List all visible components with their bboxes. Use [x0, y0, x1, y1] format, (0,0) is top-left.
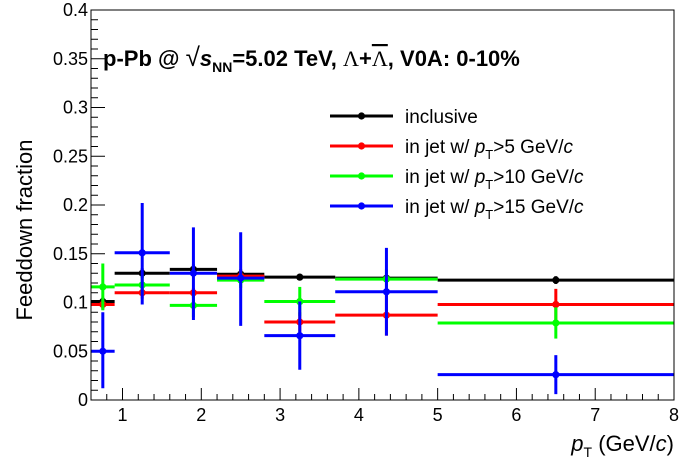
x-axis-title-sub: T: [584, 444, 593, 460]
x-tick-label: 2: [196, 405, 206, 425]
data-point: [114, 203, 170, 305]
legend-entry: in jet w/ pT>15 GeV/c: [330, 197, 584, 222]
tick-labels: 1 2 3 4 5 6 7 8 0 0.05 0.1 0.15 0.2 0.25 0.3 0.35 0.4: [53, 0, 679, 425]
data-point: [169, 227, 218, 321]
title-lambda: Λ: [343, 46, 359, 71]
marker: [189, 269, 198, 277]
x-axis-title-c: c: [656, 431, 667, 456]
legend-entry: inclusive: [330, 107, 478, 128]
legend-label: in jet w/ pT>10 GeV/c: [405, 167, 584, 192]
x-tick-label: 1: [118, 405, 128, 425]
y-tick-label: 0.1: [63, 293, 88, 313]
x-axis-title-p: p: [570, 431, 583, 456]
y-tick-label: 0.3: [63, 98, 88, 118]
marker: [552, 300, 560, 309]
y-tick-label: 0.4: [63, 0, 88, 20]
data-point: [335, 247, 438, 336]
legend-marker: [357, 112, 366, 120]
data-point: [91, 263, 115, 311]
title-prefix: p-Pb @: [103, 46, 186, 71]
marker: [382, 288, 391, 296]
x-tick-label: 8: [669, 405, 679, 425]
y-tick-label: 0.15: [53, 244, 88, 264]
x-tick-label: 6: [511, 405, 521, 425]
series-3: [91, 203, 674, 395]
series-layer: [91, 203, 674, 395]
x-axis-title-close: ): [667, 431, 674, 456]
legend-marker: [357, 172, 366, 180]
marker: [138, 249, 146, 257]
x-tick-label: 3: [275, 405, 285, 425]
title-plus: +: [359, 46, 372, 71]
legend: inclusive in jet w/ pT>5 GeV/c in jet w/ p…: [330, 107, 584, 222]
data-point: [264, 273, 336, 281]
marker: [552, 276, 560, 284]
data-point: [217, 232, 265, 326]
y-tick-label: 0.25: [53, 146, 88, 166]
y-tick-label: 0.35: [53, 49, 88, 69]
x-tick-label: 7: [590, 405, 600, 425]
x-axis-title: pT (GeV/c): [570, 431, 674, 460]
series-2: [91, 263, 674, 339]
x-axis-title-unit: (GeV/: [592, 431, 656, 456]
y-tick-label: 0: [78, 390, 88, 410]
marker: [552, 371, 560, 379]
marker: [296, 332, 304, 340]
plot-frame: [90, 9, 675, 401]
x-tick-label: 5: [433, 405, 443, 425]
legend-label: in jet w/ pT>15 GeV/c: [405, 197, 584, 222]
y-tick-label: 0.05: [53, 341, 88, 361]
legend-entry: in jet w/ pT>5 GeV/c: [330, 137, 573, 162]
legend-label: in jet w/ pT>5 GeV/c: [405, 137, 573, 162]
data-point: [437, 276, 674, 284]
marker: [552, 319, 560, 327]
marker: [99, 347, 107, 355]
title-lambda-bar: Λ: [372, 46, 388, 71]
legend-marker: [357, 202, 366, 210]
title-sqrt: √: [186, 42, 201, 72]
title-energy: =5.02 TeV,: [232, 46, 343, 71]
title-suffix: , V0A: 0-10%: [388, 46, 520, 71]
legend-marker: [357, 142, 366, 150]
data-point: [91, 312, 115, 389]
y-axis-title: Feeddown fraction: [12, 140, 37, 321]
data-point: [264, 301, 336, 370]
legend-entry: in jet w/ pT>10 GeV/c: [330, 167, 584, 192]
title-s: s: [200, 46, 212, 71]
data-point: [437, 307, 674, 339]
x-tick-label: 4: [354, 405, 364, 425]
data-point: [437, 355, 674, 395]
plot-title: p-Pb @ √sNN=5.02 TeV, Λ+Λ, V0A: 0-10%: [103, 42, 520, 75]
legend-label: inclusive: [405, 107, 478, 128]
y-tick-label: 0.2: [63, 195, 88, 215]
marker: [99, 283, 107, 291]
marker: [296, 273, 304, 281]
title-s-sub: NN: [212, 59, 232, 75]
marker: [237, 274, 245, 282]
